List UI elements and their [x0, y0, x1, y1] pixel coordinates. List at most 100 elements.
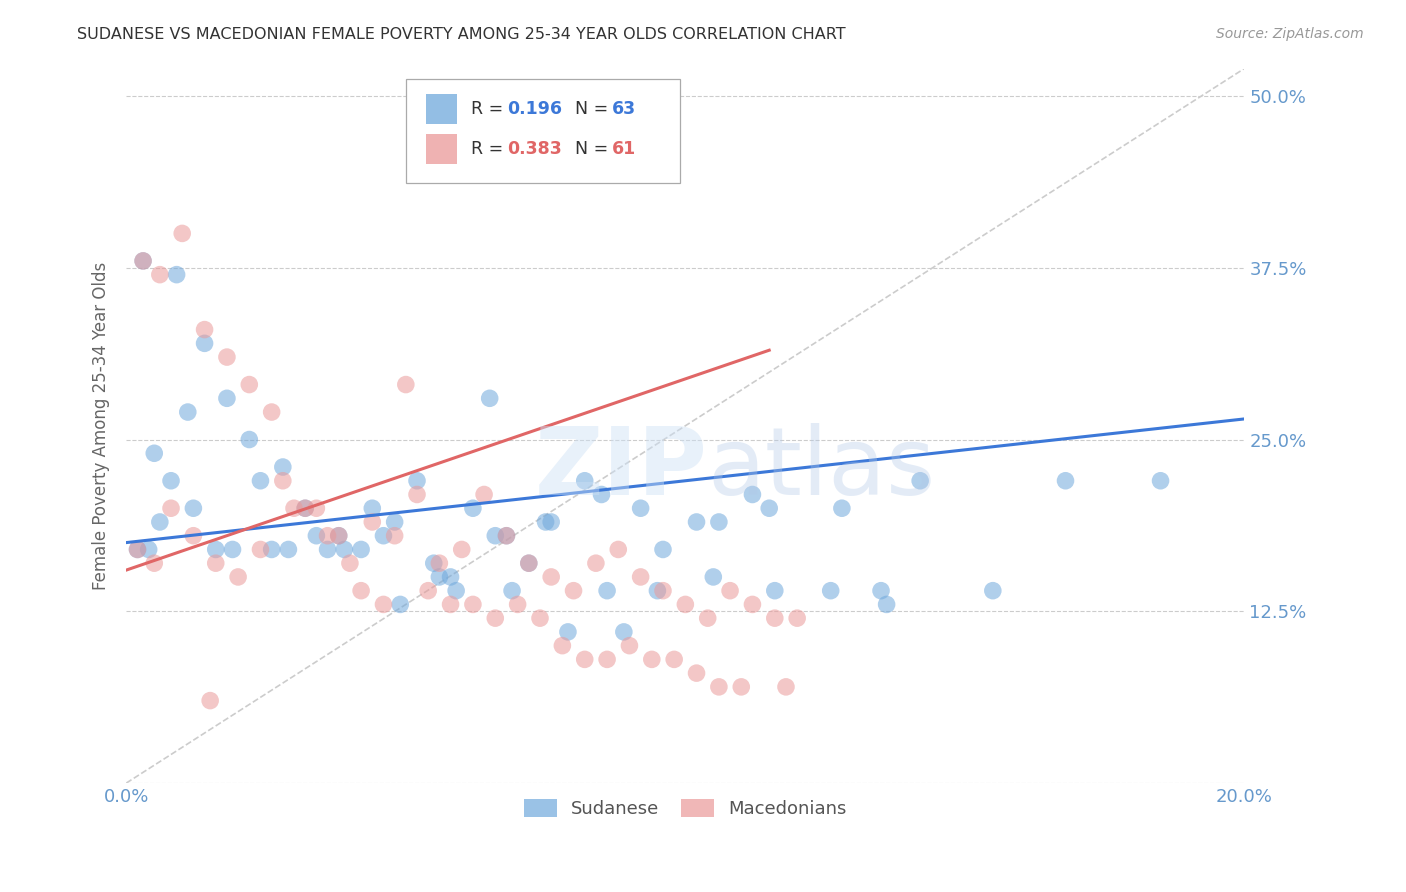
Point [316, 529, 339, 543]
Point [619, 639, 641, 653]
Text: ZIP: ZIP [534, 423, 707, 515]
Point [316, 542, 339, 557]
Point [741, 598, 763, 612]
Y-axis label: Female Poverty Among 25-34 Year Olds: Female Poverty Among 25-34 Year Olds [93, 261, 110, 590]
FancyBboxPatch shape [426, 134, 457, 163]
Point [339, 556, 361, 570]
Point [652, 542, 675, 557]
Point [373, 598, 395, 612]
Point [406, 487, 429, 501]
Point [373, 529, 395, 543]
Point [763, 611, 786, 625]
Point [662, 652, 685, 666]
Point [149, 515, 172, 529]
Point [562, 583, 585, 598]
Point [193, 323, 215, 337]
Point [350, 542, 373, 557]
Point [596, 583, 619, 598]
Point [333, 542, 356, 557]
Point [249, 474, 271, 488]
Point [294, 501, 316, 516]
Point [596, 652, 619, 666]
Point [427, 556, 450, 570]
Point [484, 611, 506, 625]
Text: 0.196: 0.196 [508, 100, 562, 118]
Point [166, 268, 188, 282]
Point [183, 501, 205, 516]
Point [439, 598, 461, 612]
Point [149, 268, 172, 282]
Point [908, 474, 931, 488]
Point [283, 501, 305, 516]
Point [758, 501, 780, 516]
Text: SUDANESE VS MACEDONIAN FEMALE POVERTY AMONG 25-34 YEAR OLDS CORRELATION CHART: SUDANESE VS MACEDONIAN FEMALE POVERTY AM… [77, 27, 846, 42]
Point [406, 474, 429, 488]
Text: 61: 61 [612, 139, 636, 158]
Point [427, 570, 450, 584]
Text: R =: R = [471, 139, 509, 158]
Point [585, 556, 607, 570]
Point [461, 598, 484, 612]
Point [707, 680, 730, 694]
Point [630, 501, 652, 516]
Point [718, 583, 741, 598]
Point [478, 392, 501, 406]
Point [1054, 474, 1077, 488]
Point [172, 227, 194, 241]
Point [702, 570, 724, 584]
Point [143, 446, 166, 460]
Point [249, 542, 271, 557]
Point [127, 542, 149, 557]
Point [138, 542, 160, 557]
Point [574, 474, 596, 488]
Point [506, 598, 529, 612]
Point [389, 598, 412, 612]
Point [981, 583, 1004, 598]
Point [328, 529, 350, 543]
Point [707, 515, 730, 529]
Point [215, 350, 238, 364]
Point [395, 377, 418, 392]
Point [204, 542, 226, 557]
Point [557, 624, 579, 639]
Point [361, 501, 384, 516]
Point [786, 611, 808, 625]
Point [630, 570, 652, 584]
FancyBboxPatch shape [426, 94, 457, 123]
Point [215, 392, 238, 406]
Text: 0.383: 0.383 [508, 139, 562, 158]
Text: N =: N = [575, 139, 613, 158]
Point [160, 474, 183, 488]
Point [763, 583, 786, 598]
Point [238, 433, 260, 447]
Point [517, 556, 540, 570]
Point [160, 501, 183, 516]
Point [418, 583, 440, 598]
Point [870, 583, 893, 598]
Point [439, 570, 461, 584]
Point [305, 529, 328, 543]
Point [613, 624, 636, 639]
Point [472, 487, 495, 501]
Point [730, 680, 752, 694]
Point [673, 598, 696, 612]
Point [820, 583, 842, 598]
Text: Source: ZipAtlas.com: Source: ZipAtlas.com [1216, 27, 1364, 41]
Point [183, 529, 205, 543]
Point [450, 542, 472, 557]
Point [238, 377, 260, 392]
Point [484, 529, 506, 543]
Point [831, 501, 853, 516]
Point [271, 474, 294, 488]
Point [127, 542, 149, 557]
Legend: Sudanese, Macedonians: Sudanese, Macedonians [517, 792, 853, 825]
Text: atlas: atlas [707, 423, 936, 515]
Point [271, 460, 294, 475]
Point [461, 501, 484, 516]
Point [198, 693, 221, 707]
Point [534, 515, 557, 529]
Point [696, 611, 718, 625]
Point [350, 583, 373, 598]
Point [328, 529, 350, 543]
Point [652, 583, 675, 598]
